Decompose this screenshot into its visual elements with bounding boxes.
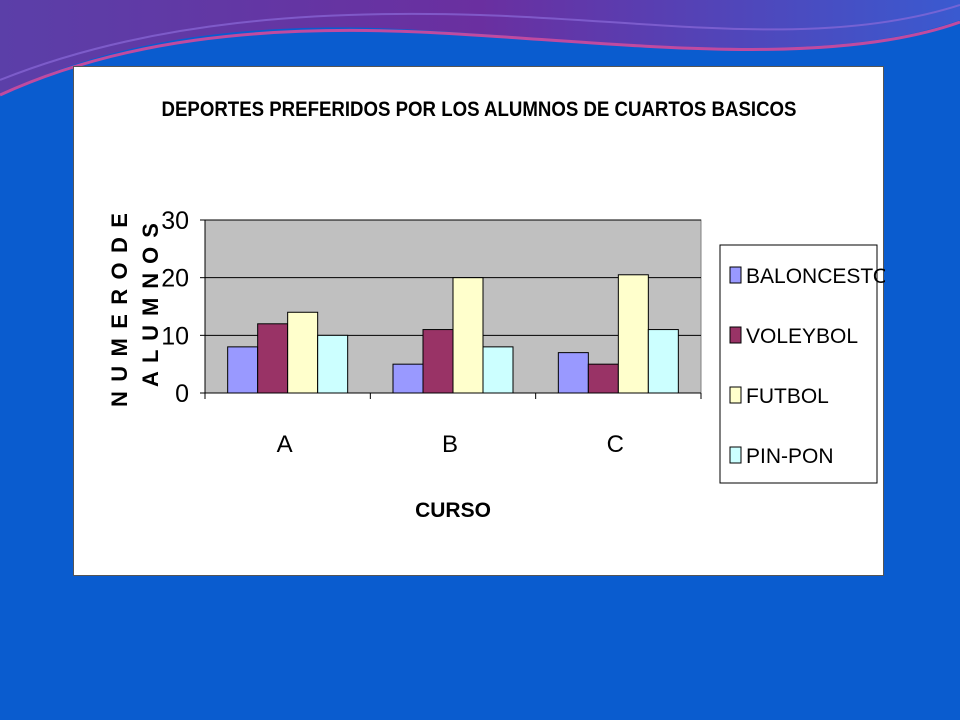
- y-tick-label: 0: [175, 380, 189, 408]
- bar-voleybol-c: [587, 363, 619, 394]
- y-axis-ticks: 0 10 20 30: [161, 207, 206, 408]
- bars: [227, 274, 679, 394]
- bar-baloncesto-b: [392, 363, 424, 394]
- y-axis-title-line-2: A L U M N O S: [138, 217, 163, 387]
- legend-items: BALONCESTO VOLEYBOL FUTBOL PIN-PON: [729, 265, 885, 468]
- legend-label: BALONCESTO: [746, 265, 885, 288]
- legend-swatch: [729, 326, 742, 344]
- bar-voleybol-b: [422, 329, 454, 394]
- x-axis: A B C: [204, 392, 702, 458]
- y-tick-label: 10: [161, 322, 189, 350]
- x-category-label: C: [607, 431, 624, 458]
- legend-label: VOLEYBOL: [746, 325, 858, 348]
- legend-box: [719, 244, 878, 484]
- legend-label: FUTBOL: [746, 385, 829, 408]
- y-axis-title: N U M E R O D E A L U M N O S: [107, 207, 163, 407]
- bar-pin-pon-a: [317, 334, 349, 394]
- y-tick-label: 30: [161, 207, 189, 235]
- chart-title: DEPORTES PREFERIDOS POR LOS ALUMNOS DE C…: [162, 98, 797, 121]
- y-axis-title-line-1: N U M E R O D E: [107, 207, 132, 407]
- legend-swatch: [729, 446, 742, 464]
- legend: BALONCESTO VOLEYBOL FUTBOL PIN-PON: [719, 244, 885, 484]
- bar-futbol-a: [287, 311, 319, 394]
- bar-pin-pon-c: [647, 329, 679, 394]
- legend-swatch: [729, 386, 742, 404]
- x-axis-title: CURSO: [415, 499, 491, 522]
- bar-chart: DEPORTES PREFERIDOS POR LOS ALUMNOS DE C…: [107, 98, 885, 522]
- legend-swatch: [729, 266, 742, 284]
- bar-baloncesto-a: [227, 346, 259, 394]
- chart-panel: DEPORTES PREFERIDOS POR LOS ALUMNOS DE C…: [73, 66, 885, 576]
- y-tick-label: 20: [161, 265, 189, 293]
- bar-futbol-b: [452, 277, 484, 394]
- bar-pin-pon-b: [482, 346, 514, 394]
- bar-baloncesto-c: [557, 352, 589, 394]
- x-category-label: A: [277, 431, 293, 458]
- bar-voleybol-a: [257, 323, 289, 394]
- legend-label: PIN-PON: [746, 445, 834, 468]
- bar-futbol-c: [617, 274, 649, 394]
- x-category-label: B: [442, 431, 458, 458]
